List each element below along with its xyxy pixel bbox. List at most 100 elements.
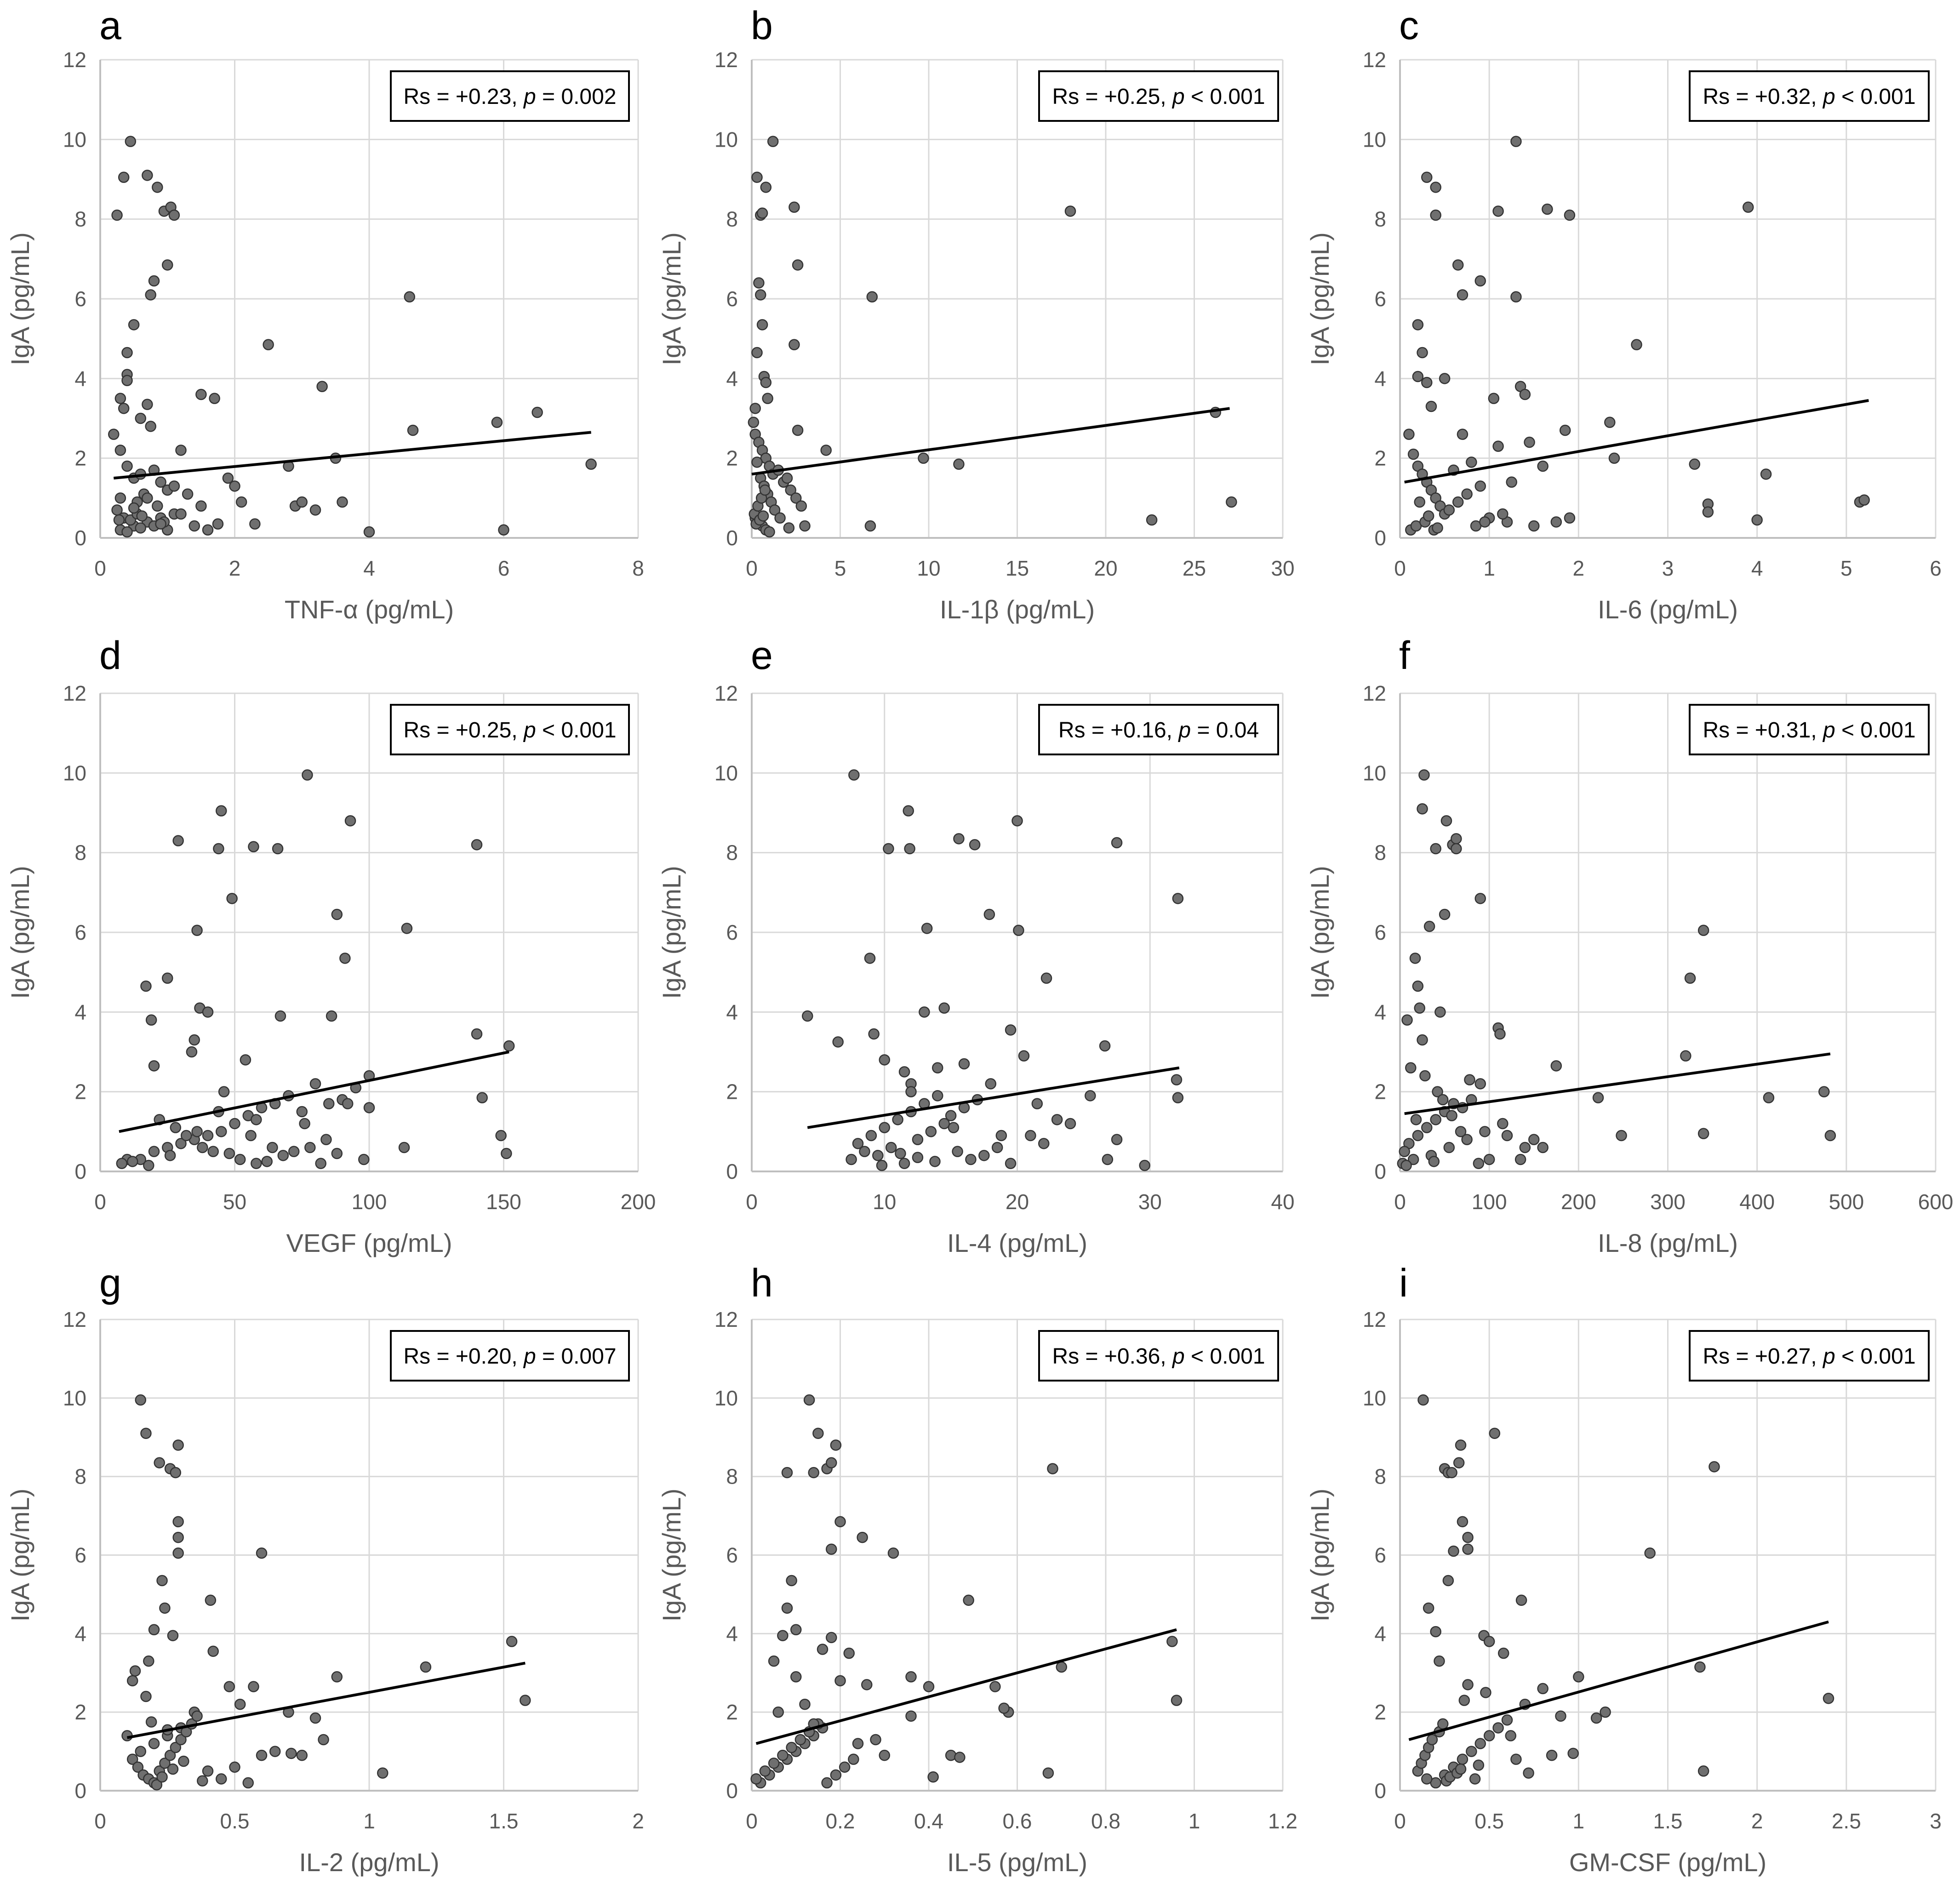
x-axis-title: IL-4 (pg/mL) — [947, 1228, 1087, 1257]
x-axis-title: IL-8 (pg/mL) — [1598, 1228, 1738, 1257]
data-point — [1824, 1130, 1836, 1142]
data-point — [1410, 1114, 1422, 1125]
data-point — [789, 339, 800, 350]
data-point — [1600, 1706, 1611, 1718]
data-point — [116, 1158, 128, 1169]
data-point — [1400, 1159, 1412, 1171]
x-tick-label: 50 — [223, 1190, 246, 1214]
x-tick-label: 2 — [632, 1809, 644, 1833]
data-point — [1461, 488, 1473, 500]
x-tick-label: 20 — [1094, 556, 1117, 580]
data-point — [170, 1122, 182, 1133]
panel-letter: a — [99, 4, 121, 48]
data-point — [1519, 1142, 1531, 1153]
y-tick-label: 2 — [74, 1080, 86, 1104]
x-tick-label: 15 — [1006, 556, 1029, 580]
x-tick-label: 0 — [94, 1809, 106, 1833]
data-point — [1099, 1040, 1111, 1052]
y-tick-label: 6 — [1374, 1543, 1386, 1567]
data-point — [316, 381, 328, 392]
data-point — [1564, 512, 1576, 524]
data-point — [808, 1467, 819, 1479]
data-point — [1442, 1575, 1454, 1587]
data-point — [954, 1752, 966, 1763]
x-tick-label: 3 — [1930, 1809, 1942, 1833]
data-point — [1452, 259, 1464, 271]
data-point — [299, 1118, 310, 1130]
data-point — [197, 1142, 208, 1153]
data-point — [269, 1746, 281, 1757]
x-tick-label: 30 — [1271, 556, 1294, 580]
data-point — [114, 492, 126, 504]
data-point — [1480, 1687, 1491, 1698]
y-tick-label: 2 — [726, 1700, 738, 1724]
y-axis-title: IgA (pg/mL) — [6, 232, 34, 365]
data-point — [1464, 1074, 1475, 1085]
data-point — [938, 1002, 950, 1014]
x-tick-label: 10 — [917, 556, 940, 580]
data-point — [1430, 1114, 1441, 1125]
stat-prefix: Rs = +0.20, — [403, 1344, 524, 1369]
data-point — [420, 1661, 432, 1673]
data-point — [879, 1122, 890, 1133]
data-point — [832, 1036, 844, 1048]
x-tick-label: 2 — [229, 556, 241, 580]
stat-box — [1038, 1330, 1279, 1382]
data-point — [1501, 1130, 1513, 1142]
stat-p-symbol: p — [1171, 1344, 1185, 1369]
data-point — [830, 1769, 842, 1781]
chart-panel-b: b 0 5 10 15 20 25 30 0 2 4 6 8 10 12 IL-1β (pg/mL) IgA (… — [657, 4, 1295, 624]
x-tick-label: 1.2 — [1268, 1809, 1297, 1833]
data-point — [182, 488, 194, 500]
data-point — [128, 502, 140, 514]
data-point — [1546, 1749, 1558, 1761]
data-point — [152, 182, 163, 193]
data-point — [1644, 1547, 1656, 1559]
y-tick-label: 12 — [63, 681, 86, 705]
panel-letter: g — [99, 1261, 121, 1305]
data-point — [1494, 1028, 1506, 1040]
data-point — [748, 417, 760, 428]
stat-suffix: < 0.001 — [1835, 85, 1916, 109]
data-point — [1421, 1773, 1433, 1785]
x-tick-label: 2.5 — [1832, 1809, 1861, 1833]
data-point — [948, 1122, 960, 1133]
data-point — [1473, 1759, 1485, 1771]
data-point — [1439, 908, 1451, 920]
y-tick-label: 12 — [63, 1308, 86, 1331]
data-point — [128, 319, 140, 331]
x-tick-label: 0 — [94, 1190, 106, 1214]
stat-box — [390, 70, 630, 122]
data-point — [135, 522, 146, 534]
data-point — [229, 480, 240, 492]
x-tick-label: 1 — [363, 1809, 375, 1833]
stat-annotation: Rs = +0.20, p = 0.007 — [403, 1344, 616, 1369]
data-point — [1462, 1679, 1474, 1690]
data-point — [952, 1146, 963, 1157]
data-point — [159, 1602, 171, 1614]
data-point — [1102, 1153, 1114, 1165]
data-point — [1559, 424, 1571, 436]
data-point — [143, 1159, 154, 1171]
data-point — [1506, 476, 1517, 488]
stat-annotation: Rs = +0.23, p = 0.002 — [403, 85, 616, 109]
data-point — [1567, 1747, 1579, 1759]
data-point — [172, 1439, 184, 1451]
data-point — [1709, 1461, 1720, 1473]
y-tick-label: 4 — [74, 1000, 86, 1024]
data-point — [240, 1054, 251, 1066]
data-point — [749, 403, 761, 414]
data-point — [1018, 1050, 1030, 1062]
data-point — [491, 417, 503, 428]
data-point — [1462, 1543, 1474, 1555]
data-point — [1505, 1730, 1517, 1742]
y-tick-label: 10 — [63, 127, 86, 151]
stat-suffix: = 0.04 — [1191, 718, 1259, 742]
y-tick-label: 10 — [1363, 1386, 1386, 1410]
y-tick-label: 2 — [726, 1080, 738, 1104]
data-point — [296, 496, 308, 508]
data-point — [148, 1624, 160, 1636]
trendline — [119, 1051, 509, 1133]
data-point — [1462, 1531, 1474, 1543]
y-tick-label: 8 — [1374, 1465, 1386, 1489]
